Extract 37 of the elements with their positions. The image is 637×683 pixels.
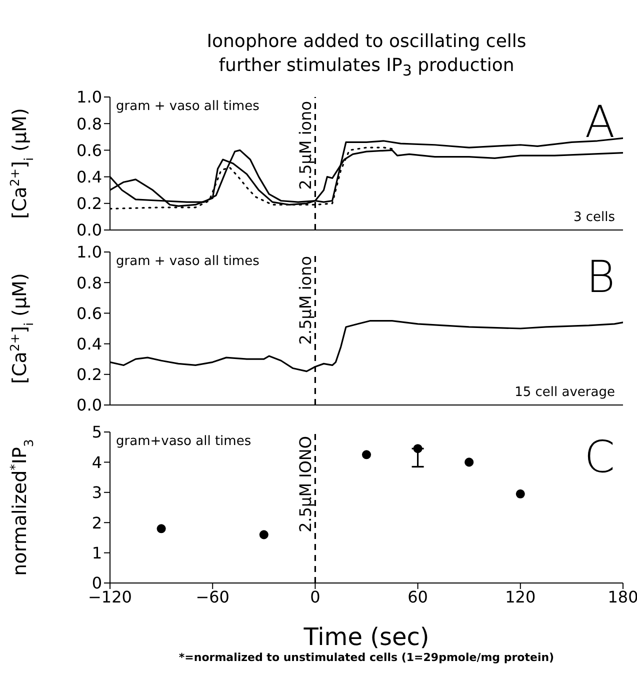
x-tick-label: 180	[608, 587, 637, 606]
y-tick-label: 0.0	[76, 220, 102, 240]
annotation: C	[584, 432, 615, 483]
y-tick-label: 0.4	[76, 167, 102, 186]
y-tick-label: 0.6	[76, 304, 102, 323]
x-axis-title: Time (sec)	[302, 623, 430, 651]
y-tick-label: 0.8	[76, 273, 102, 292]
annotation: gram + vaso all times	[116, 99, 260, 114]
x-tick-label: −60	[196, 587, 230, 606]
annotation: 15 cell average	[514, 385, 615, 400]
x-tick-label: 0	[310, 587, 320, 606]
y-tick-label: 0.2	[76, 365, 102, 384]
y-tick-label: 3	[92, 483, 102, 502]
ref-line-label: 2.5μM IONO	[296, 436, 316, 532]
x-tick-label: 60	[408, 587, 428, 606]
y-tick-label: 1.0	[76, 242, 102, 262]
y-tick-label: 5	[92, 422, 102, 442]
annotation: gram+vaso all times	[116, 434, 252, 449]
chart-title: Ionophore added to oscillating cells further stimulates IP$_{3}$ production	[206, 30, 528, 82]
y-tick-label: 0.2	[76, 194, 102, 214]
annotation: 3 cells	[573, 210, 615, 225]
y-tick-label: 1.0	[76, 88, 102, 107]
x-tick-label: 120	[505, 587, 536, 606]
y-tick-label: 2	[92, 513, 102, 532]
y-tick-label: 0.4	[76, 334, 102, 354]
y-tick-label: 0.0	[76, 396, 102, 415]
y-tick-label: 4	[92, 452, 102, 472]
annotation: A	[584, 97, 615, 148]
text: *=normalized to unstimulated cells (1=29pmole/mg protein)	[178, 651, 556, 664]
y-tick-label: 0	[92, 574, 102, 593]
annotation: B	[586, 252, 615, 303]
y-tick-label: 0.6	[76, 140, 102, 160]
y-tick-label: 0.8	[76, 114, 102, 134]
y-tick-label: 1	[92, 543, 102, 562]
ref-line-label: 2.5μM iono	[296, 101, 316, 190]
annotation: gram + vaso all times	[116, 254, 260, 269]
ref-line-label: 2.5μM iono	[296, 256, 316, 345]
